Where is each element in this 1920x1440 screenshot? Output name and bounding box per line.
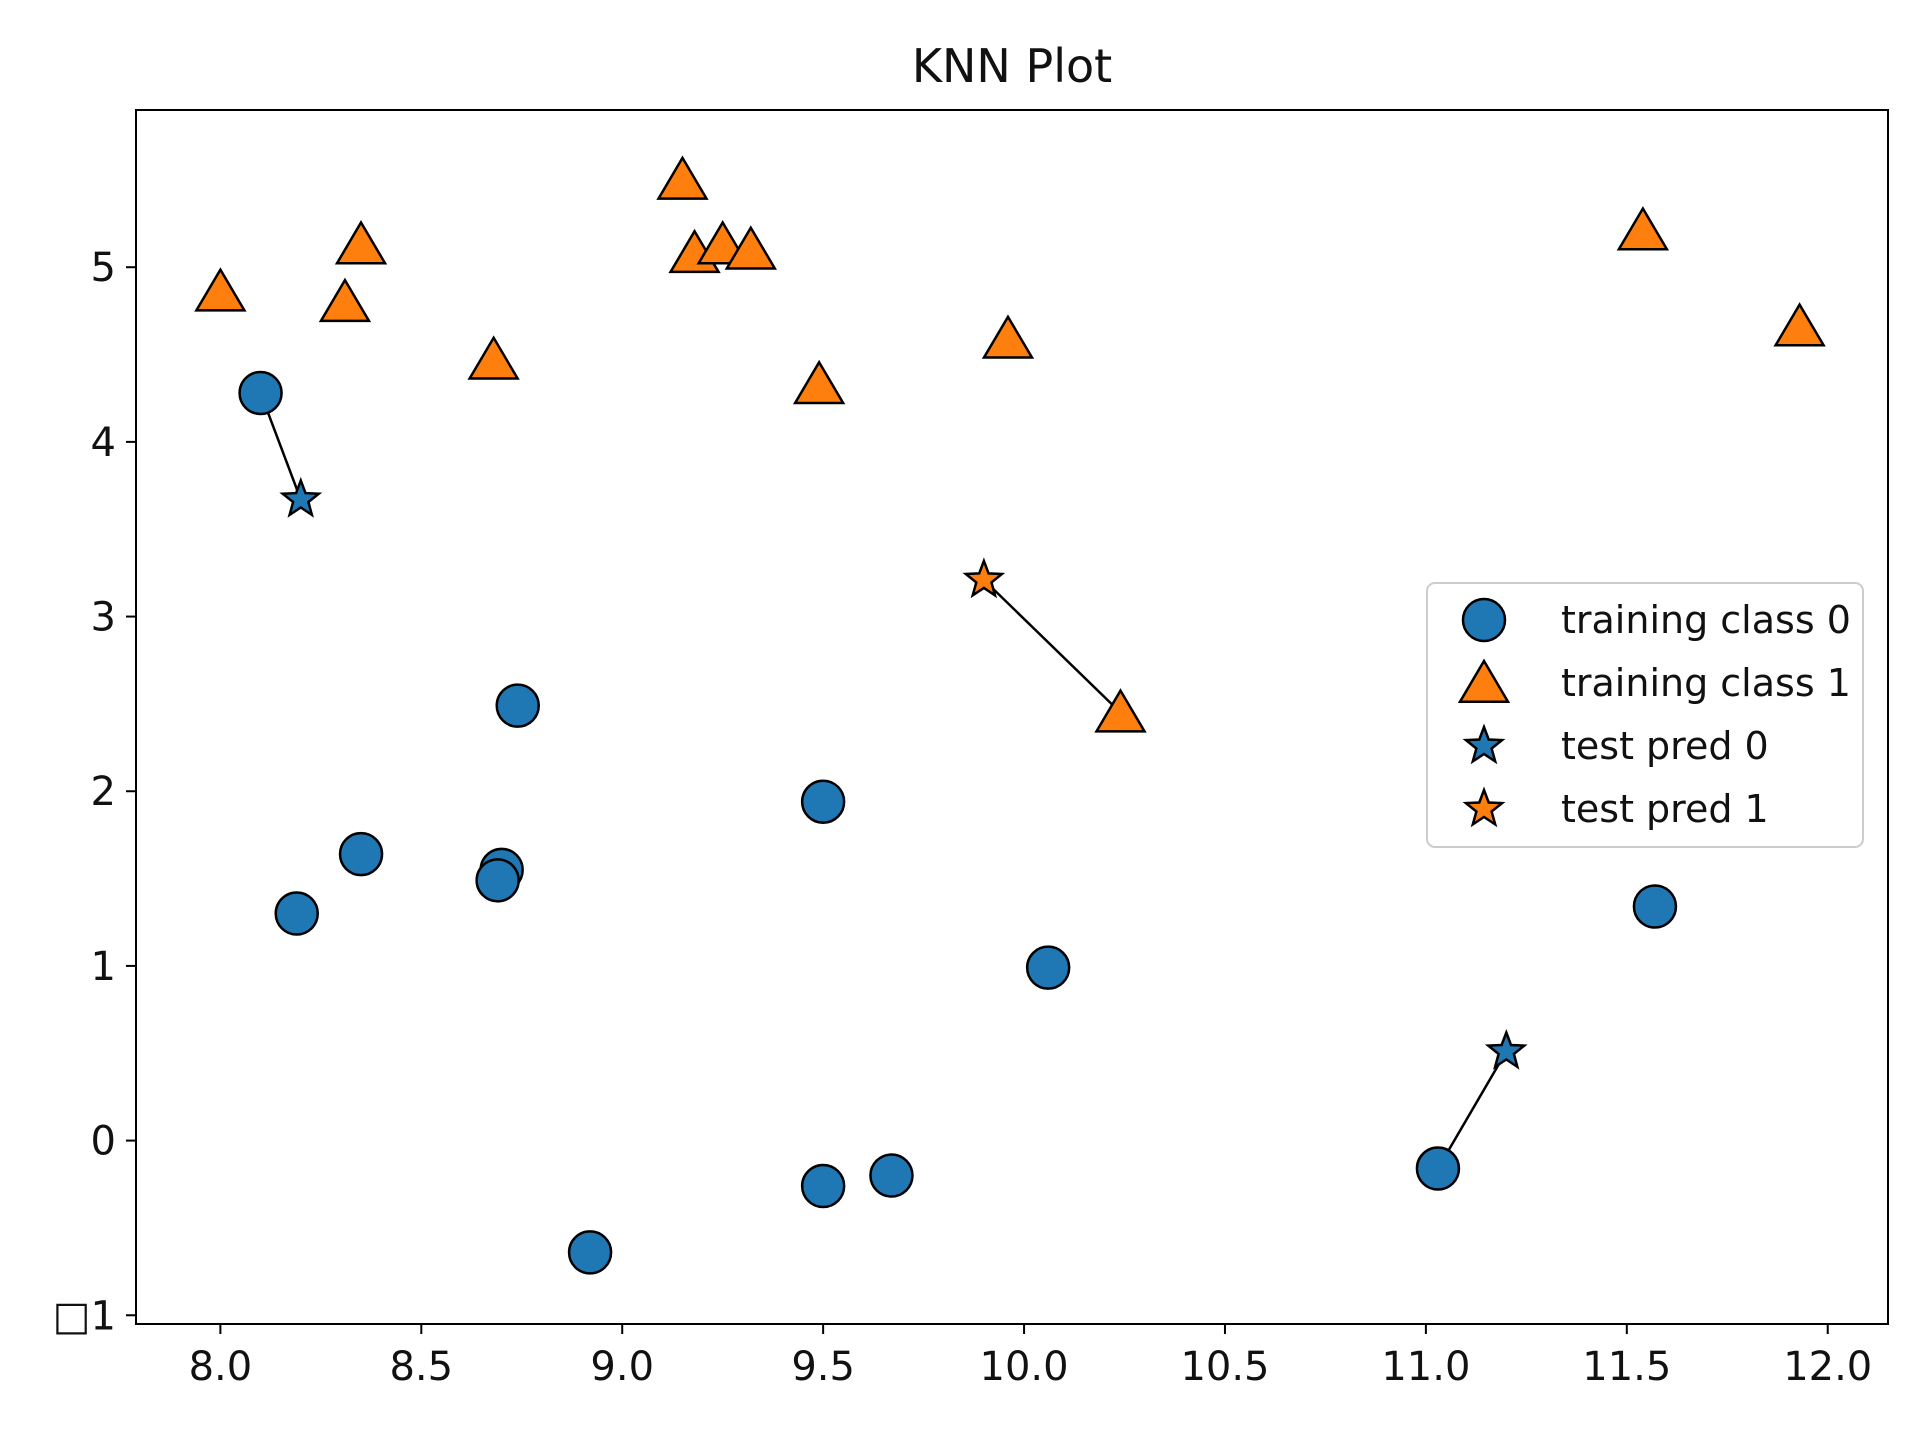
x-tick-label: 9.5 xyxy=(791,1344,855,1390)
y-tick-label: 0 xyxy=(91,1119,116,1165)
class1-point xyxy=(981,314,1035,359)
class1-point xyxy=(318,277,372,323)
legend-label: training class 1 xyxy=(1561,661,1851,705)
legend-box xyxy=(1426,582,1864,848)
x-tick-label: 10.5 xyxy=(1180,1344,1269,1390)
y-tick-label: 3 xyxy=(91,595,116,641)
class0-point xyxy=(800,1163,846,1209)
class0-point xyxy=(567,1230,613,1275)
class1-point xyxy=(724,225,777,270)
legend-label: training class 0 xyxy=(1561,598,1851,642)
class0-point xyxy=(1632,884,1678,929)
y-tick-label: 5 xyxy=(91,245,116,291)
class1-point xyxy=(467,335,520,380)
class0-point xyxy=(869,1153,914,1198)
legend-marker xyxy=(1462,723,1506,765)
class0-point xyxy=(238,370,283,416)
legend-marker xyxy=(1457,658,1511,703)
y-tick-label: 4 xyxy=(91,420,116,466)
x-tick-label: 8.5 xyxy=(389,1344,453,1390)
class0-point xyxy=(800,779,846,824)
legend-marker xyxy=(1462,786,1506,828)
legend: training class 0 training class 1 test pre… xyxy=(1426,582,1864,848)
class1-point xyxy=(1616,206,1670,251)
test-point xyxy=(962,557,1006,599)
y-tick-label: 1 xyxy=(91,944,116,990)
x-tick-label: 11.0 xyxy=(1381,1344,1470,1390)
x-tick-label: 8.0 xyxy=(189,1344,253,1390)
neighbor-line xyxy=(983,578,1122,714)
class0-point xyxy=(495,683,540,728)
x-tick-label: 11.5 xyxy=(1582,1344,1671,1390)
neighbor-line xyxy=(1436,1050,1508,1170)
class0-point xyxy=(274,891,319,936)
class1-point xyxy=(1094,688,1147,733)
class0-point xyxy=(1415,1146,1461,1191)
legend-marker xyxy=(1461,597,1507,643)
neighbor-lines xyxy=(259,392,1508,1170)
class0-point xyxy=(1025,945,1071,990)
class1-point xyxy=(334,220,388,265)
test-point xyxy=(279,476,323,518)
y-axis: □1 0 1 2 3 4 5 xyxy=(53,245,136,1339)
chart-title: KNN Plot xyxy=(912,39,1112,93)
class1-point xyxy=(792,359,846,405)
class1-point xyxy=(1773,302,1826,347)
class0-point xyxy=(475,858,520,903)
y-tick-label: 2 xyxy=(91,769,116,815)
x-tick-label: 10.0 xyxy=(980,1344,1069,1390)
x-tick-label: 12.0 xyxy=(1783,1344,1872,1390)
data-points xyxy=(194,155,1826,1275)
legend-label: test pred 0 xyxy=(1561,724,1769,768)
class1-point xyxy=(194,267,247,312)
legend-label: test pred 1 xyxy=(1561,787,1769,831)
x-tick-label: 9.0 xyxy=(590,1344,654,1390)
plot-frame xyxy=(135,109,1889,1325)
y-tick-label: □1 xyxy=(53,1293,116,1339)
x-axis: 8.0 8.5 9.0 9.5 10.0 10.5 11.0 11.5 12.0 xyxy=(189,1324,1872,1390)
class1-point xyxy=(656,155,709,200)
class0-point xyxy=(338,831,384,877)
test-point xyxy=(1484,1028,1528,1070)
